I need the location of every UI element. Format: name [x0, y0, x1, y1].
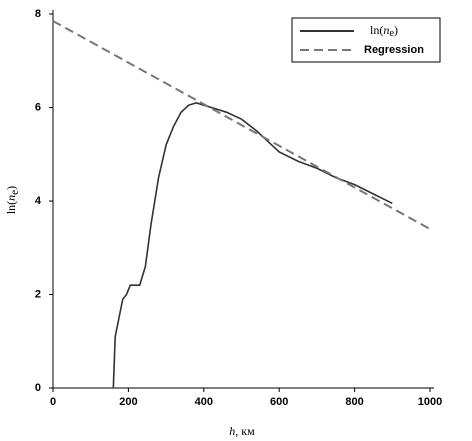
y-axis-label: ln(ne) — [4, 186, 21, 214]
label-sub: e — [389, 28, 394, 39]
legend-label: Regression — [364, 44, 424, 56]
y-tick-label: 0 — [35, 382, 41, 394]
x-label-unit: , км — [235, 424, 255, 438]
x-tick-label: 400 — [195, 396, 213, 408]
label-prefix: ln( — [4, 201, 18, 214]
y-tick-label: 6 — [35, 101, 41, 113]
x-tick-label: 0 — [50, 396, 56, 408]
legend-label: ln(ne) — [370, 23, 398, 40]
label-var: n — [383, 23, 389, 37]
legend-box — [291, 17, 441, 63]
label-suffix: ) — [4, 186, 18, 190]
label-sub: e — [9, 190, 21, 195]
label-suffix: ) — [394, 23, 398, 37]
regression-line — [52, 20, 431, 230]
label-var: n — [4, 195, 18, 201]
x-label-var: h — [229, 424, 235, 438]
x-axis-label: h, км — [229, 424, 255, 438]
y-tick-label: 2 — [35, 288, 41, 300]
x-tick-label: 800 — [345, 396, 363, 408]
x-tick-label: 1000 — [418, 396, 442, 408]
y-tick-label: 8 — [35, 8, 41, 20]
x-tick-label: 600 — [270, 396, 288, 408]
label-prefix: ln( — [370, 23, 383, 37]
x-tick-label: 200 — [119, 396, 137, 408]
data-line — [112, 101, 393, 389]
y-tick-label: 4 — [35, 195, 42, 207]
